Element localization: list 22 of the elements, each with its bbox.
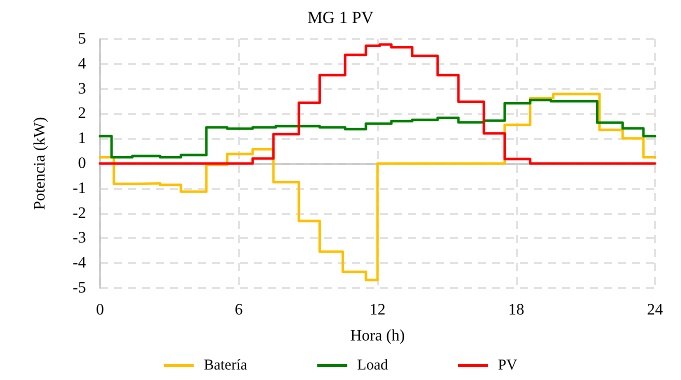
y-tick-label: 0 (78, 155, 86, 172)
y-axis-title: Potencia (kW) (32, 117, 48, 210)
legend-label: Load (357, 358, 388, 374)
y-tick-label: 2 (78, 105, 86, 122)
y-tick-label: -3 (72, 230, 86, 247)
legend-label: Batería (204, 358, 248, 374)
y-tick-label: -5 (72, 280, 86, 296)
x-tick-label: 0 (96, 302, 104, 318)
y-tick-label: 3 (78, 80, 86, 98)
x-axis-title: Hora (h) (350, 328, 405, 344)
chart-title: MG 1 PV (307, 8, 374, 27)
x-tick-label: 24 (647, 302, 663, 318)
y-tick-label: 4 (78, 55, 86, 72)
y-tick-label: 1 (78, 130, 86, 148)
x-tick-label: 6 (234, 302, 243, 318)
x-tick-label: 18 (508, 302, 524, 318)
x-tick-label: 12 (370, 302, 386, 318)
legend-label: PV (498, 358, 518, 374)
y-tick-label: 5 (78, 30, 86, 48)
y-tick-label: -2 (72, 204, 86, 222)
y-tick-label: -1 (72, 180, 86, 197)
y-tick-label: -4 (72, 254, 86, 272)
